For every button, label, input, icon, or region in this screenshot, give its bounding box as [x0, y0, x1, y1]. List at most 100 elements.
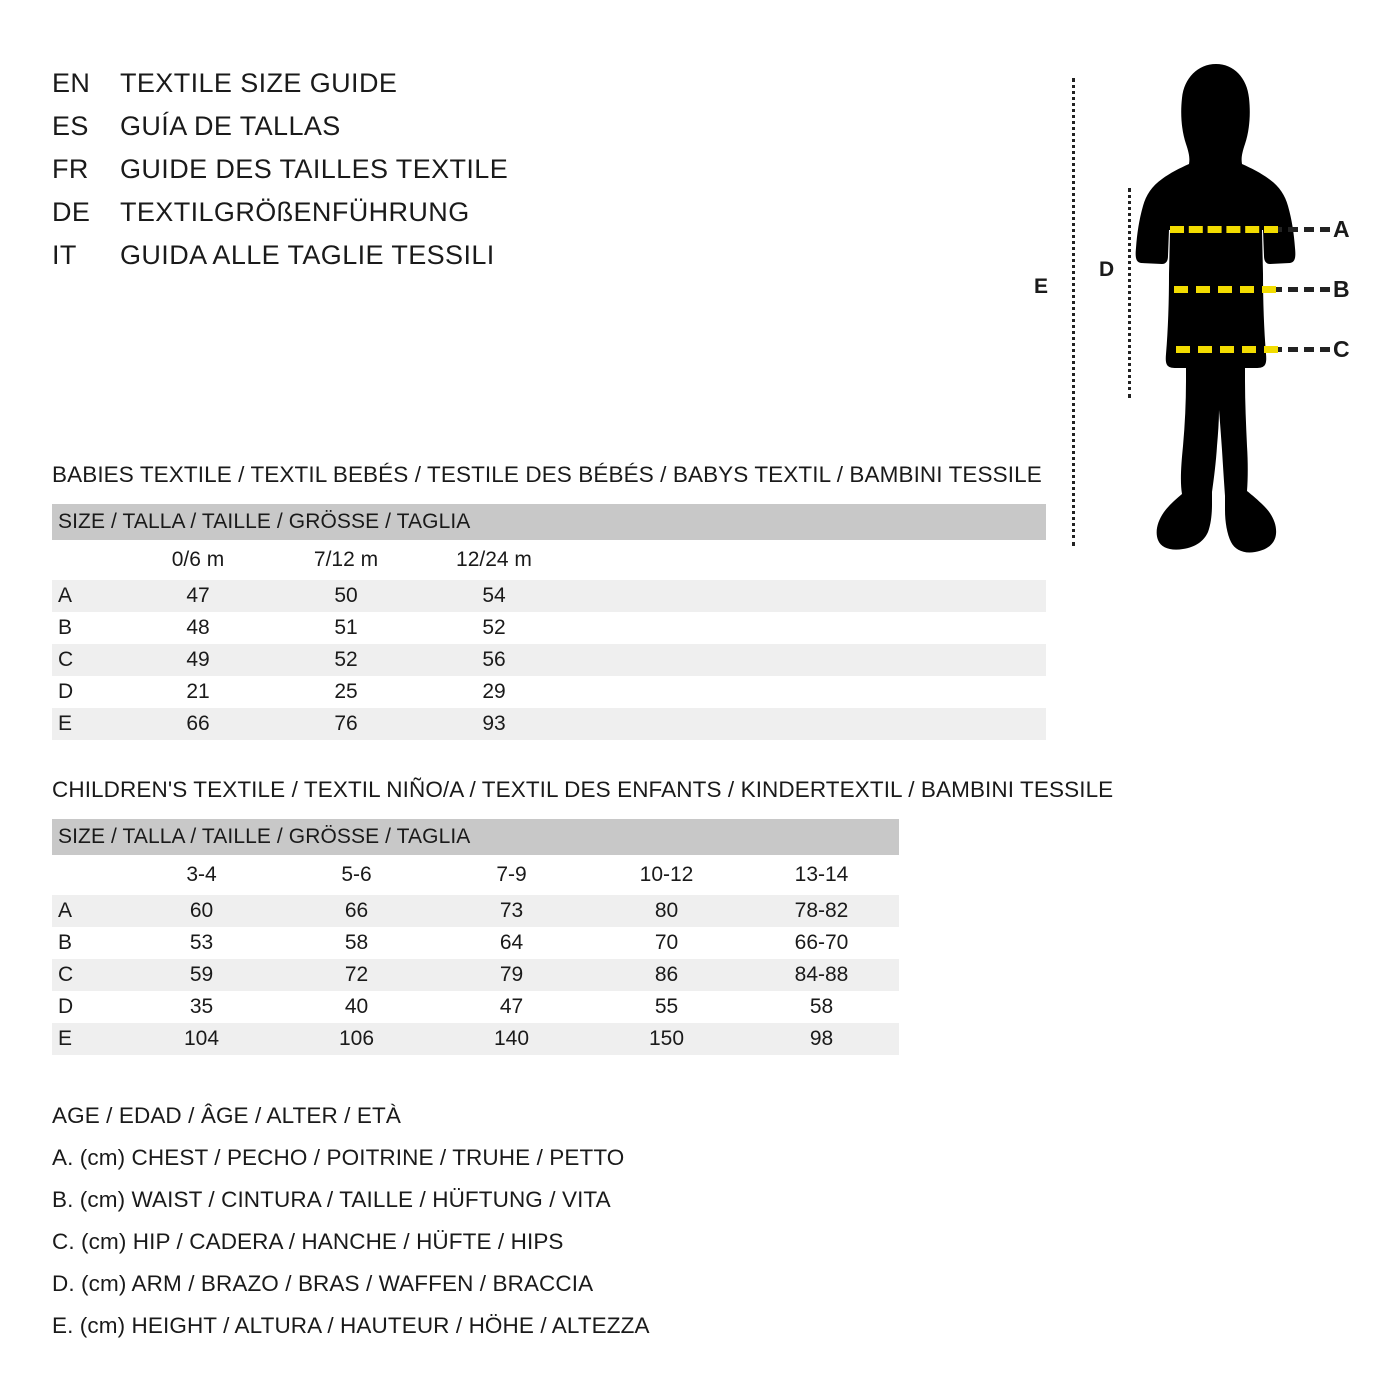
language-title: TEXTILE SIZE GUIDE: [120, 68, 398, 98]
children-cell: 58: [744, 991, 899, 1023]
children-cell: 73: [434, 895, 589, 927]
table-row: C 59 72 79 86 84-88: [52, 959, 899, 991]
children-cell: 58: [279, 927, 434, 959]
children-cell: 98: [744, 1023, 899, 1055]
table-row: A 60 66 73 80 78-82: [52, 895, 899, 927]
table-row: D 21 25 29: [52, 676, 1047, 708]
children-column-header: 5-6: [279, 855, 434, 895]
children-cell: 140: [434, 1023, 589, 1055]
table-row: B 53 58 64 70 66-70: [52, 927, 899, 959]
babies-column-header-row: 0/6 m 7/12 m 12/24 m: [52, 540, 1047, 580]
language-row: IT GUIDA ALLE TAGLIE TESSILI: [52, 240, 672, 283]
babies-cell-spacer: [568, 708, 1047, 740]
children-row-key: B: [52, 927, 124, 959]
babies-size-table: SIZE / TALLA / TAILLE / GRÖSSE / TAGLIA …: [52, 504, 1047, 740]
measurement-diagram: E D A B C: [1000, 50, 1390, 580]
babies-cell: 52: [420, 612, 568, 644]
children-size-table: SIZE / TALLA / TAILLE / GRÖSSE / TAGLIA …: [52, 819, 899, 1055]
chest-measure-label: A: [1333, 216, 1350, 242]
children-cell: 66: [279, 895, 434, 927]
children-cell: 40: [279, 991, 434, 1023]
legend-line-height: E. (cm) HEIGHT / ALTURA / HAUTEUR / HÖHE…: [52, 1313, 650, 1338]
table-row: C 49 52 56: [52, 644, 1047, 676]
children-section-title: CHILDREN'S TEXTILE / TEXTIL NIÑO/A / TEX…: [52, 777, 1114, 802]
children-row-key: C: [52, 959, 124, 991]
chest-measure-dash: [1170, 226, 1278, 233]
measurement-legend: AGE / EDAD / ÂGE / ALTER / ETÀ A. (cm) C…: [52, 1103, 650, 1355]
child-silhouette-icon: [1135, 64, 1296, 553]
children-cell: 86: [589, 959, 744, 991]
hip-leader-line: [1272, 347, 1330, 352]
children-row-key: D: [52, 991, 124, 1023]
children-cell: 78-82: [744, 895, 899, 927]
table-row: E 104 106 140 150 98: [52, 1023, 899, 1055]
children-cell: 70: [589, 927, 744, 959]
children-cell: 80: [589, 895, 744, 927]
children-cell: 47: [434, 991, 589, 1023]
babies-cell: 49: [124, 644, 272, 676]
height-guide-line: [1072, 78, 1075, 546]
legend-line-arm: D. (cm) ARM / BRAZO / BRAS / WAFFEN / BR…: [52, 1271, 594, 1296]
legend-line-hip: C. (cm) HIP / CADERA / HANCHE / HÜFTE / …: [52, 1229, 564, 1254]
babies-cell: 52: [272, 644, 420, 676]
children-cell: 106: [279, 1023, 434, 1055]
children-size-bar-label: SIZE / TALLA / TAILLE / GRÖSSE / TAGLIA: [52, 819, 899, 855]
table-row: E 66 76 93: [52, 708, 1047, 740]
babies-row-key: D: [52, 676, 124, 708]
babies-cell: 47: [124, 580, 272, 612]
babies-cell-spacer: [568, 644, 1047, 676]
waist-measure-dash: [1174, 286, 1276, 293]
language-code: IT: [52, 240, 77, 270]
babies-cell: 51: [272, 612, 420, 644]
language-header: EN TEXTILE SIZE GUIDE ES GUÍA DE TALLAS …: [52, 68, 672, 283]
children-textile-section: CHILDREN'S TEXTILE / TEXTIL NIÑO/A / TEX…: [52, 777, 1113, 1055]
babies-cell: 29: [420, 676, 568, 708]
language-title: TEXTILGRÖßENFÜHRUNG: [120, 197, 470, 227]
babies-row-key: A: [52, 580, 124, 612]
language-row: EN TEXTILE SIZE GUIDE: [52, 68, 672, 111]
babies-colhead-corner: [52, 540, 124, 580]
children-cell: 64: [434, 927, 589, 959]
children-cell: 104: [124, 1023, 279, 1055]
children-cell: 66-70: [744, 927, 899, 959]
babies-size-bar: SIZE / TALLA / TAILLE / GRÖSSE / TAGLIA: [52, 504, 1047, 540]
language-row: ES GUÍA DE TALLAS: [52, 111, 672, 154]
children-row-key: A: [52, 895, 124, 927]
children-cell: 150: [589, 1023, 744, 1055]
children-cell: 53: [124, 927, 279, 959]
chest-leader-line: [1272, 227, 1330, 232]
babies-column-header: 7/12 m: [272, 540, 420, 580]
children-cell: 60: [124, 895, 279, 927]
language-code: DE: [52, 197, 91, 227]
babies-cell: 25: [272, 676, 420, 708]
legend-line-waist: B. (cm) WAIST / CINTURA / TAILLE / HÜFTU…: [52, 1187, 611, 1212]
language-title: GUIDA ALLE TAGLIE TESSILI: [120, 240, 495, 270]
language-code: EN: [52, 68, 91, 98]
language-code: ES: [52, 111, 89, 141]
children-cell: 72: [279, 959, 434, 991]
waist-measure-label: B: [1333, 276, 1350, 302]
waist-leader-line: [1272, 287, 1330, 292]
babies-cell: 76: [272, 708, 420, 740]
babies-row-key: C: [52, 644, 124, 676]
children-column-header: 10-12: [589, 855, 744, 895]
table-row: D 35 40 47 55 58: [52, 991, 899, 1023]
babies-cell: 56: [420, 644, 568, 676]
babies-colhead-spacer: [568, 540, 1047, 580]
language-code: FR: [52, 154, 89, 184]
hip-measure-dash: [1176, 346, 1278, 353]
babies-cell: 50: [272, 580, 420, 612]
babies-size-bar-label: SIZE / TALLA / TAILLE / GRÖSSE / TAGLIA: [52, 504, 1047, 540]
babies-cell-spacer: [568, 612, 1047, 644]
children-cell: 59: [124, 959, 279, 991]
children-cell: 84-88: [744, 959, 899, 991]
language-row: FR GUIDE DES TAILLES TEXTILE: [52, 154, 672, 197]
table-row: A 47 50 54: [52, 580, 1047, 612]
legend-line-age: AGE / EDAD / ÂGE / ALTER / ETÀ: [52, 1103, 401, 1128]
language-row: DE TEXTILGRÖßENFÜHRUNG: [52, 197, 672, 240]
children-column-header: 13-14: [744, 855, 899, 895]
babies-textile-section: BABIES TEXTILE / TEXTIL BEBÉS / TESTILE …: [52, 462, 1047, 740]
legend-line-chest: A. (cm) CHEST / PECHO / POITRINE / TRUHE…: [52, 1145, 625, 1170]
babies-cell: 66: [124, 708, 272, 740]
babies-cell-spacer: [568, 580, 1047, 612]
